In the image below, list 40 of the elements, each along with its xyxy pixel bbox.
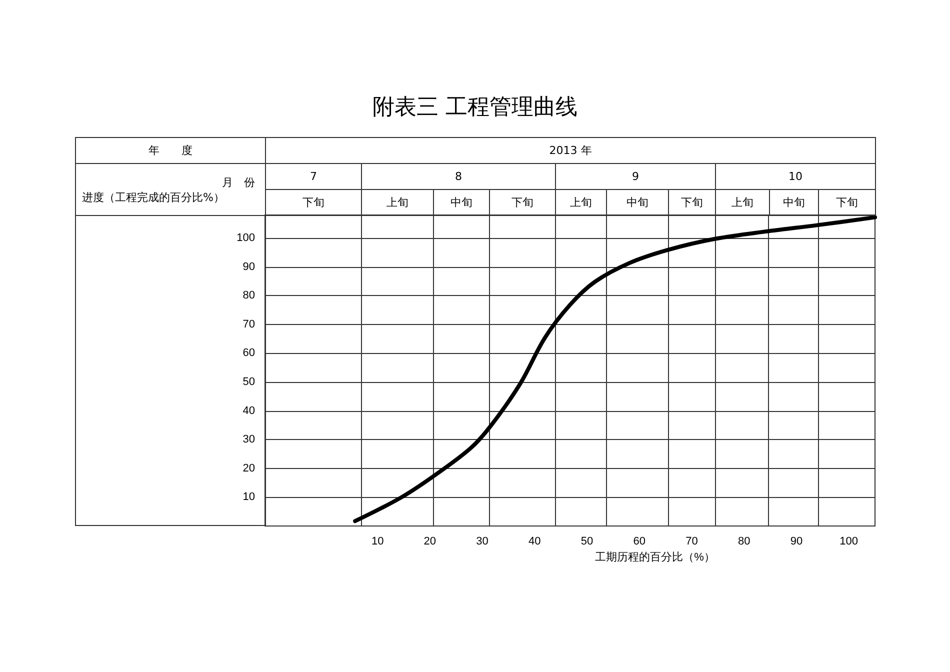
text: 上旬 — [716, 190, 770, 216]
x-tick-label: 70 — [686, 536, 698, 548]
x-tick-label: 100 — [840, 536, 858, 548]
y-tick-label: 10 — [242, 491, 255, 504]
x-tick-label: 90 — [790, 536, 803, 548]
chart-title: 附表三 工程管理曲线 — [372, 94, 578, 122]
text: 7 — [266, 164, 362, 190]
text: 9 — [556, 164, 716, 190]
y-tick-label: 90 — [242, 260, 255, 273]
x-axis-title: 工期历程的百分比（%） — [595, 550, 715, 564]
text: 8 — [362, 164, 556, 190]
text: 月 份 — [221, 174, 255, 190]
y-tick-label: 70 — [242, 318, 255, 330]
text: 上旬 — [362, 190, 434, 216]
x-tick-label: 10 — [371, 536, 384, 548]
text: 下旬 — [490, 190, 556, 216]
y-tick-label: 20 — [242, 462, 255, 474]
text: 下旬 — [818, 190, 876, 216]
text: 中旬 — [770, 190, 818, 216]
y-axis-title: 进度（工程完成的百分比%） — [82, 190, 226, 204]
text: 上旬 — [556, 190, 606, 216]
y-tick-label: 100 — [236, 232, 255, 244]
y-tick-label: 30 — [242, 434, 255, 446]
y-tick-label: 40 — [242, 404, 255, 417]
x-tick-label: 80 — [738, 536, 750, 548]
text: 中旬 — [434, 190, 490, 216]
text: 10 — [716, 164, 876, 190]
x-tick-label: 40 — [528, 536, 541, 548]
x-tick-label: 60 — [633, 536, 646, 548]
text: 中旬 — [606, 190, 668, 216]
y-tick-label: 50 — [242, 376, 255, 388]
x-tick-label: 50 — [580, 536, 594, 548]
x-tick-label: 30 — [476, 536, 488, 548]
y-tick-label: 60 — [242, 347, 255, 360]
y-tick-label: 80 — [242, 290, 255, 302]
text: 2013 年 — [266, 138, 876, 164]
text: 下旬 — [266, 190, 362, 216]
x-tick-label: 20 — [424, 536, 436, 548]
text: 年 度 — [76, 138, 266, 164]
text: 下旬 — [668, 190, 716, 216]
